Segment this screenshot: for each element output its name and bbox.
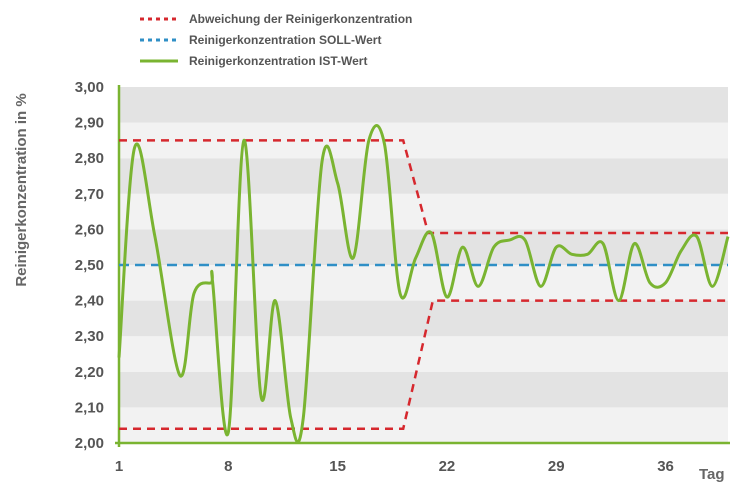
grid-band [119,407,728,443]
y-tick-label: 2,40 [75,293,104,310]
grid-band [119,193,728,230]
y-tick-label: 2,20 [75,364,104,381]
deviation-limit-line [119,299,728,431]
legend-actual-label: Reinigerkonzentration IST-Wert [189,54,367,68]
actual-value-line [117,123,730,444]
y-tick-label: 2,90 [75,115,104,132]
grid-band [119,300,728,337]
x-tick-label: 29 [548,458,565,475]
y-tick-label: 2,70 [75,186,104,203]
legend-target-label: Reinigerkonzentration SOLL-Wert [189,33,381,47]
deviation-limit-line [119,139,728,235]
x-tick-label: 22 [439,458,456,475]
y-tick-label: 2,80 [75,150,104,167]
grid-band [119,229,728,265]
x-tick-label: 8 [224,458,232,475]
series-lines [117,123,730,444]
y-axis-title: Reinigerkonzentration in % [13,93,30,286]
y-tick-label: 2,10 [75,399,104,416]
legend-deviation-label: Abweichung der Reinigerkonzentration [189,12,412,26]
grid-band [119,336,728,372]
x-axis-title: Tag [699,466,725,483]
y-tick-label: 2,30 [75,328,104,345]
y-tick-label: 3,00 [75,79,104,96]
y-axis-ticks: 2,00 2,10 2,20 2,30 2,40 2,50 2,60 2,70 2,80 2,90… [75,79,104,452]
y-tick-label: 2,00 [75,435,104,452]
grid-band [119,158,728,194]
grid-band [119,371,728,408]
legend: Abweichung der Reinigerkonzentration Rein… [140,12,412,68]
x-axis-ticks: 1 8 15 22 29 36 [115,458,674,475]
grid-band [119,87,728,123]
x-tick-label: 15 [329,458,346,475]
x-tick-label: 1 [115,458,123,475]
x-tick-label: 36 [657,458,674,475]
y-tick-label: 2,60 [75,221,104,238]
y-tick-label: 2,50 [75,257,104,274]
